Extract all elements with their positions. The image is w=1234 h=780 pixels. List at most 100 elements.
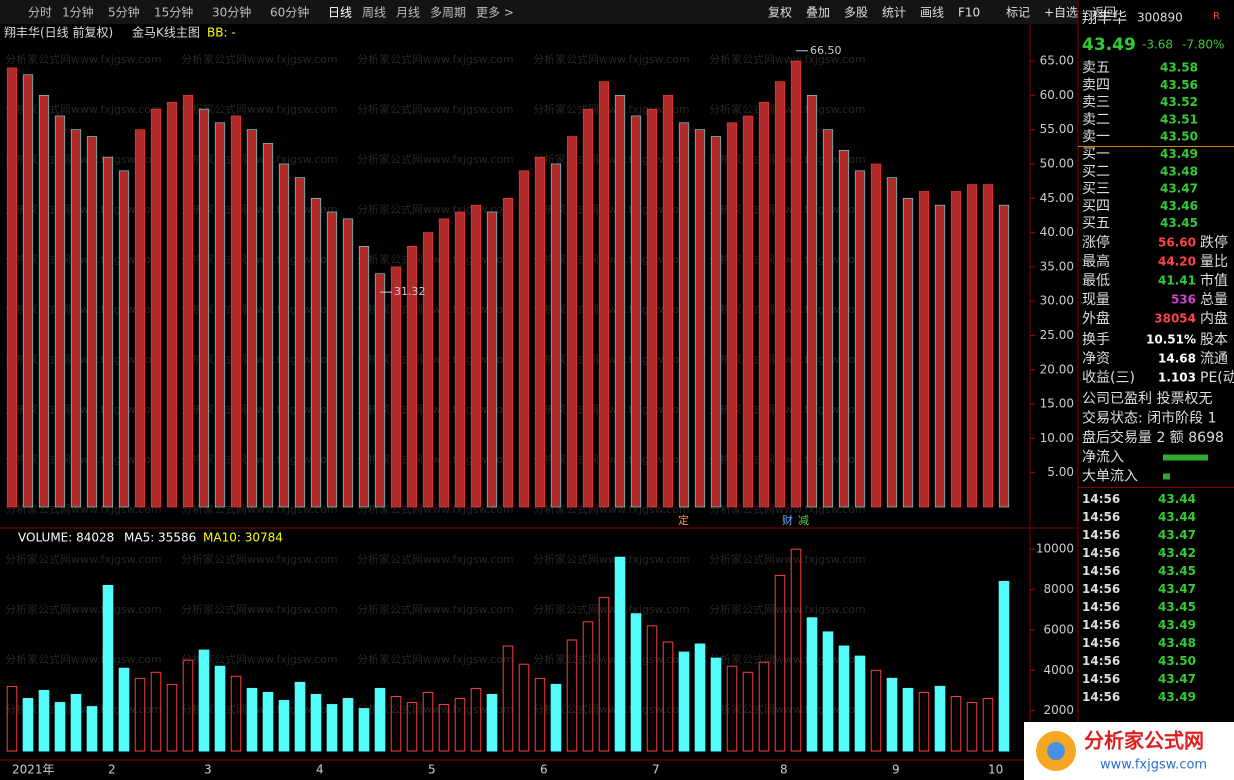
order-price: 43.48 [1160, 164, 1198, 178]
bar [742, 115, 754, 508]
toolbar-button[interactable]: 5分钟 [108, 5, 140, 20]
watermark: 分析家公式网www.fxjgsw.com [533, 602, 690, 616]
volume-bar [454, 698, 466, 752]
toolbar-button[interactable]: 月线 [396, 6, 420, 20]
stock-code: 300890 [1137, 11, 1183, 25]
order-price: 43.52 [1160, 95, 1198, 109]
order-label: 卖三 [1082, 95, 1110, 111]
bar [966, 184, 978, 508]
tick-price: 43.47 [1158, 528, 1196, 542]
tick-time: 14:56 [1082, 582, 1120, 596]
bar [262, 143, 274, 508]
bar [758, 101, 770, 508]
stat-label: 最低 [1082, 273, 1110, 289]
watermark: 分析家公式网www.fxjgsw.com [533, 652, 690, 666]
watermark: 分析家公式网www.fxjgsw.com [5, 652, 162, 666]
toolbar-button[interactable]: 多周期 [430, 6, 466, 20]
toolbar-button[interactable]: 画线 [920, 6, 944, 20]
order-price: 43.45 [1160, 216, 1198, 230]
x-tick-label: 2021年 [12, 763, 55, 777]
y-tick-label: 50.00 [1040, 156, 1074, 170]
volume-bar [86, 706, 98, 752]
volume-bar [118, 667, 130, 752]
flow-label: 净流入 [1082, 450, 1124, 466]
watermark: 分析家公式网www.fxjgsw.com [709, 602, 866, 616]
flow-bar [1163, 454, 1208, 461]
volume-bar [358, 708, 370, 752]
y-tick-label: 2000 [1043, 703, 1074, 717]
logo-name: 分析家公式网 [1084, 729, 1204, 753]
bar [886, 177, 898, 508]
toolbar-button[interactable]: 分时 [28, 6, 52, 20]
toolbar-button[interactable]: 复权 [768, 6, 792, 20]
watermark: 分析家公式网www.fxjgsw.com [533, 52, 690, 66]
toolbar-button[interactable]: F10 [958, 6, 980, 20]
stock-name: 翔丰华 [1082, 9, 1127, 27]
toolbar-button[interactable]: 叠加 [806, 6, 830, 20]
toolbar-button[interactable]: 标记 [1006, 6, 1030, 20]
toolbar-button[interactable]: 30分钟 [212, 5, 251, 20]
bar [6, 67, 18, 508]
toolbar-button[interactable]: 多股 [844, 6, 868, 20]
stat-label: 内盘 [1200, 310, 1228, 327]
bar [230, 115, 242, 508]
x-tick-label: 5 [428, 763, 436, 777]
volume-bar [886, 677, 898, 752]
toolbar-button[interactable]: 15分钟 [154, 5, 193, 20]
tick-price: 43.42 [1158, 546, 1196, 560]
volume-bar [534, 677, 546, 752]
x-tick-label: 4 [316, 763, 324, 777]
toolbar-button[interactable]: 日线 [328, 6, 352, 20]
volume-bar [422, 691, 434, 752]
stat-label: 换手 [1082, 331, 1110, 348]
stat-value: 10.51% [1146, 333, 1196, 347]
toolbar-button[interactable]: 返回 [1092, 6, 1116, 20]
volume-bar [982, 698, 994, 752]
volume-bar [566, 639, 578, 752]
change: -3.68 [1142, 38, 1173, 52]
stat-value: 14.68 [1158, 352, 1196, 366]
toolbar-button[interactable]: 1分钟 [62, 5, 94, 20]
bar [38, 95, 50, 508]
bar [454, 211, 466, 508]
volume-bar [630, 613, 642, 752]
flow-bar [1163, 473, 1170, 480]
bar [582, 108, 594, 508]
volume-bar [246, 687, 258, 752]
y-tick-label: 35.00 [1040, 259, 1074, 273]
bar [278, 163, 290, 508]
tick-time: 14:56 [1082, 672, 1120, 686]
volume-bar [998, 580, 1010, 752]
toolbar-button[interactable]: 周线 [362, 6, 386, 20]
watermark: 分析家公式网www.fxjgsw.com [5, 552, 162, 566]
bar [790, 60, 802, 508]
volume-bar [758, 661, 770, 752]
bar [214, 122, 226, 508]
toolbar-button[interactable]: +自选 [1044, 6, 1078, 20]
indicator: BB: - [207, 26, 236, 40]
annotation: 66.50 [810, 44, 842, 57]
bar [358, 246, 370, 508]
volume-bar [790, 548, 802, 752]
toolbar-button[interactable]: 更多 > [476, 6, 514, 20]
bar [422, 232, 434, 508]
stat-value: 44.20 [1158, 255, 1196, 269]
bar [550, 163, 562, 508]
bar [614, 95, 626, 508]
volume-bar [598, 597, 610, 752]
stat-value: 56.60 [1158, 236, 1196, 250]
change-pct: -7.80% [1182, 38, 1224, 52]
toolbar-button[interactable]: 60分钟 [270, 5, 309, 20]
watermark: 分析家公式网www.fxjgsw.com [709, 52, 866, 66]
tick-price: 43.50 [1158, 654, 1196, 668]
bar [646, 108, 658, 508]
toolbar-button[interactable]: 统计 [882, 6, 906, 20]
bar [870, 163, 882, 508]
volume-bar [54, 702, 66, 752]
bar [694, 129, 706, 508]
logo-url: www.fxjgsw.com [1100, 758, 1207, 773]
volume-bar [822, 631, 834, 752]
tick-price: 43.49 [1158, 690, 1196, 704]
order-price: 43.49 [1160, 147, 1198, 161]
